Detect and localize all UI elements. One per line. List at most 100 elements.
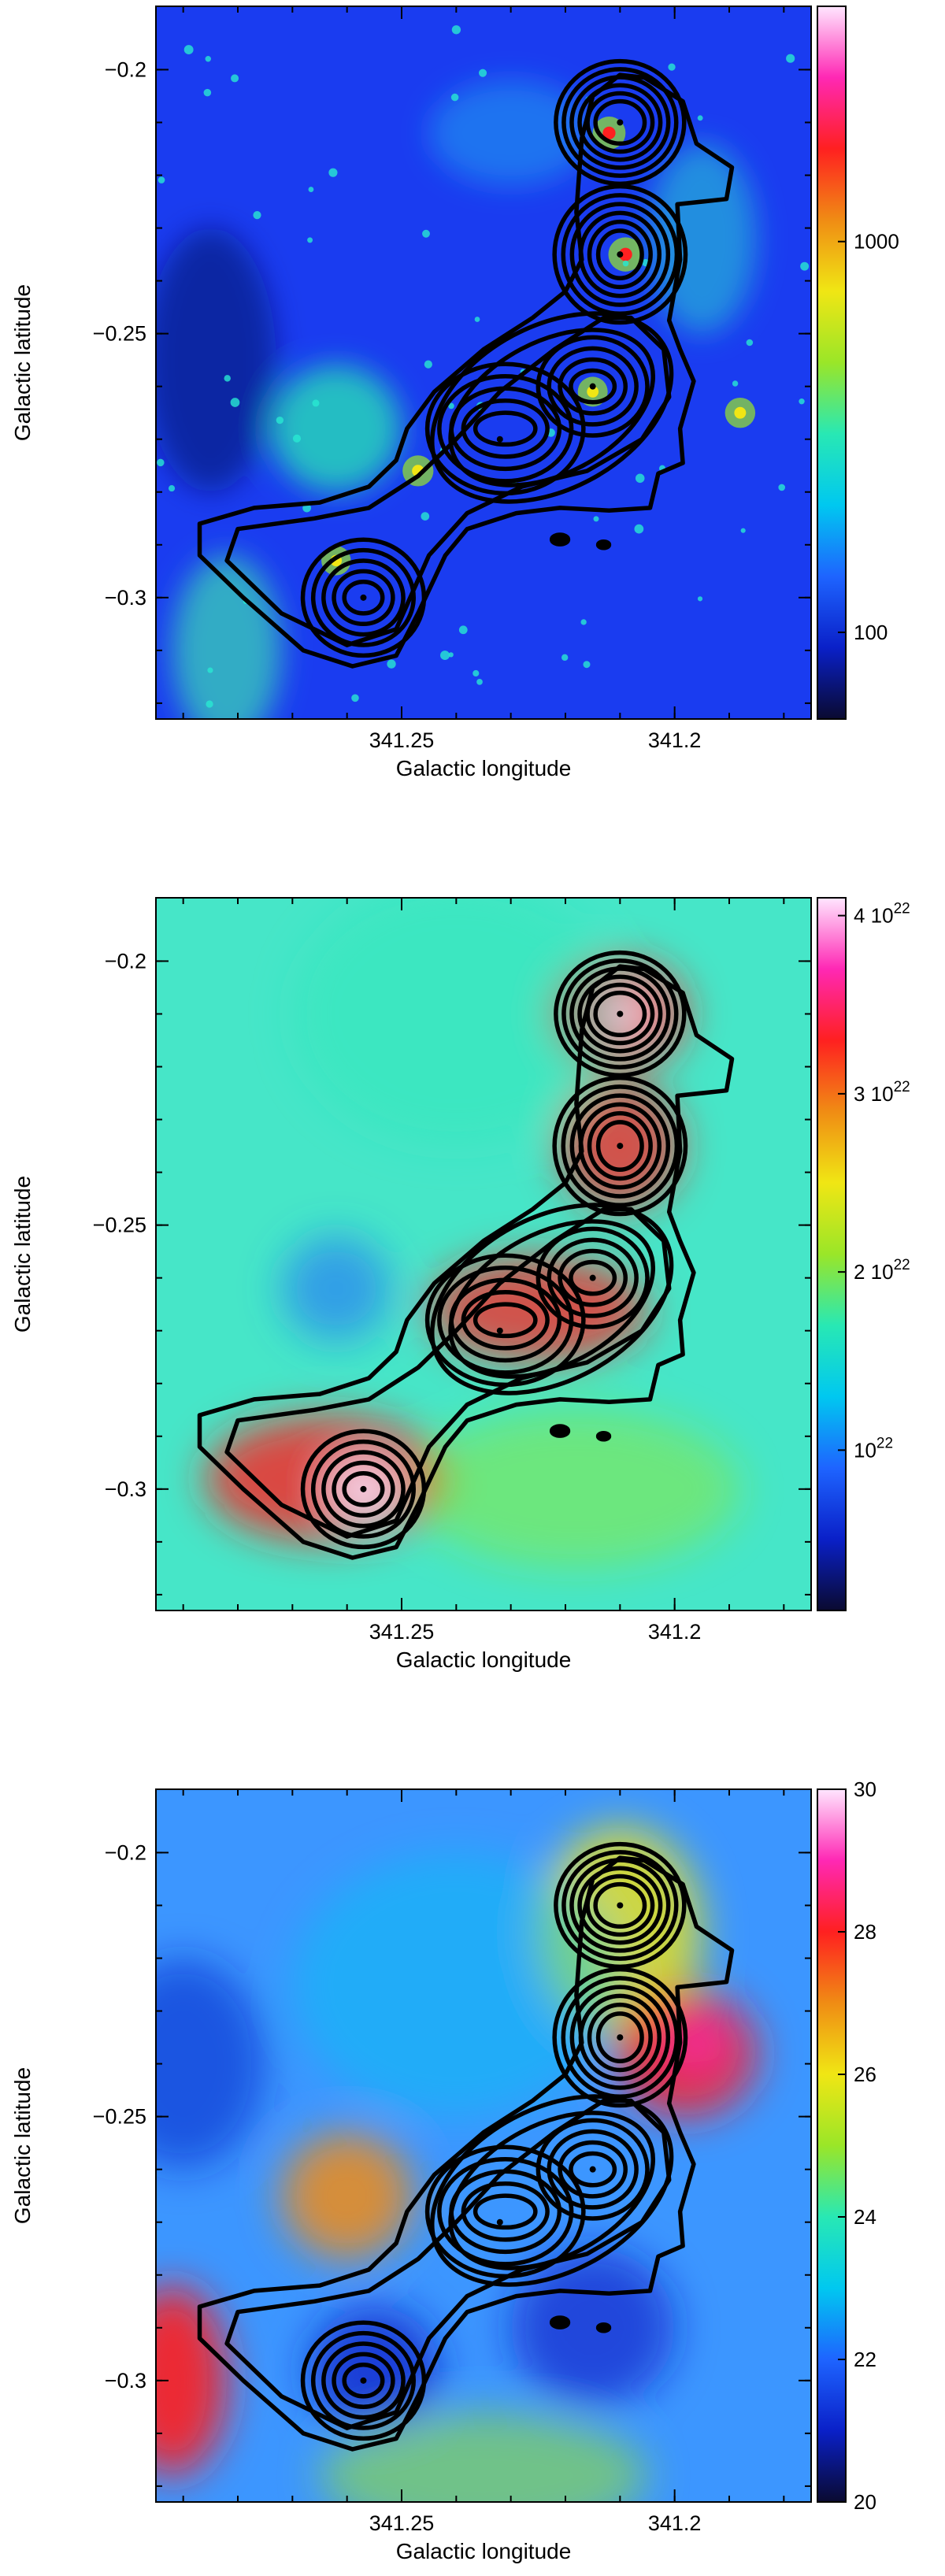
field-star [292,434,302,443]
colorbar: 4 1022 3 1022 2 1022 1022 [817,897,910,1611]
x-tick-label: 341.25 [369,728,435,752]
colorbar-label: 1000 [854,230,899,254]
field-star [387,659,396,669]
emission-region [292,1852,621,2117]
contour-ring [558,357,628,416]
panel-bottom: 341.25 341.2 −0.2 −0.25 −0.3 Galactic longitu… [10,1777,876,2563]
field-star [424,360,432,369]
contour-ring [569,2151,617,2188]
colorbar-scale [817,6,847,720]
contour-ring [558,2140,628,2199]
field-star [786,54,795,63]
ticks [156,898,811,1610]
x-tick-label: 341.2 [648,728,702,752]
contour-ring [569,368,617,405]
contour-ring [577,83,663,162]
field-star [740,528,746,533]
field-star [231,74,239,83]
contour-ring [430,2094,674,2287]
contour-ring [461,398,550,459]
peak-marker [617,1143,624,1150]
field-star [205,56,211,62]
field-star [799,398,805,405]
field-star [478,69,487,77]
contour-ring [321,1450,406,1529]
colorbar-scale [817,897,847,1611]
x-axis-label: Galactic longitude [396,756,572,780]
point-source [602,126,616,140]
field-star [308,187,314,192]
contour-ring [321,2341,406,2420]
contour-ring [424,361,586,496]
contour-ring [561,1976,680,2100]
emission-region [156,2285,228,2476]
contour-ring [536,1226,650,1329]
contour-spot [549,1424,571,1438]
contour-ring [461,1289,550,1351]
field-star [253,211,261,220]
field-star [421,512,430,521]
contour-ring [561,193,680,317]
field-star [635,473,645,484]
contour-ring [569,75,671,170]
contours [197,58,735,669]
ticks [156,1789,811,2502]
contour-spot [549,532,571,547]
contours [197,1841,735,2452]
emission-region [320,2412,647,2502]
emission-region [281,2132,413,2259]
contour-ring [332,1460,395,1518]
field-star [732,380,739,387]
peak-marker [496,1327,503,1334]
peak-marker [617,119,624,126]
x-tick-label: 341.25 [369,2511,435,2535]
contour-ring [300,2320,427,2441]
emission-region [281,1236,391,1342]
contour-ring [569,1259,617,1296]
contour-ring [561,958,679,1069]
contour-ring [300,1429,427,1550]
contour-mid [224,2098,672,2430]
colorbar-label: 2 1022 [854,1257,910,1284]
y-tick-label: −0.2 [105,57,146,81]
colorbar-label: 100 [854,621,888,644]
contour-ring [554,1841,687,1970]
y-tick-label: −0.2 [105,1840,146,1864]
contour-ring [554,950,687,1078]
contour-ring [552,1075,688,1217]
contour-ring [577,974,663,1054]
image-area [156,6,811,719]
contour-ring [448,1219,656,1379]
contour-ring [561,1084,680,1208]
field-star [422,229,430,238]
contour-ring [595,1120,644,1172]
plot-frame [155,1788,812,2503]
colorbar-label: 26 [854,2063,876,2086]
contour-ring [554,58,687,187]
contour-ring [578,1993,662,2081]
contour-ring [585,1874,655,1937]
point-source [618,247,632,261]
contour-ring [448,2111,656,2270]
field-star [276,416,284,424]
emission-region [428,80,593,186]
field-star [458,625,468,635]
emission-region [156,228,276,492]
contour-ring [569,966,671,1062]
colorbar-label: 22 [854,2348,876,2371]
contour-spot [595,539,612,550]
contour-ring [321,558,406,637]
contour-ring [332,2352,395,2410]
field-star [580,619,587,625]
field-star [697,115,703,121]
contour-ring [430,311,674,504]
field-star [474,317,480,322]
emission-regions [156,80,757,719]
contour-ring [587,219,653,290]
contour-ring [547,346,639,427]
peak-marker [589,2166,596,2173]
x-axis-label: Galactic longitude [396,1648,572,1672]
emission-region [412,1410,740,1569]
contour-ring [577,1866,663,1945]
